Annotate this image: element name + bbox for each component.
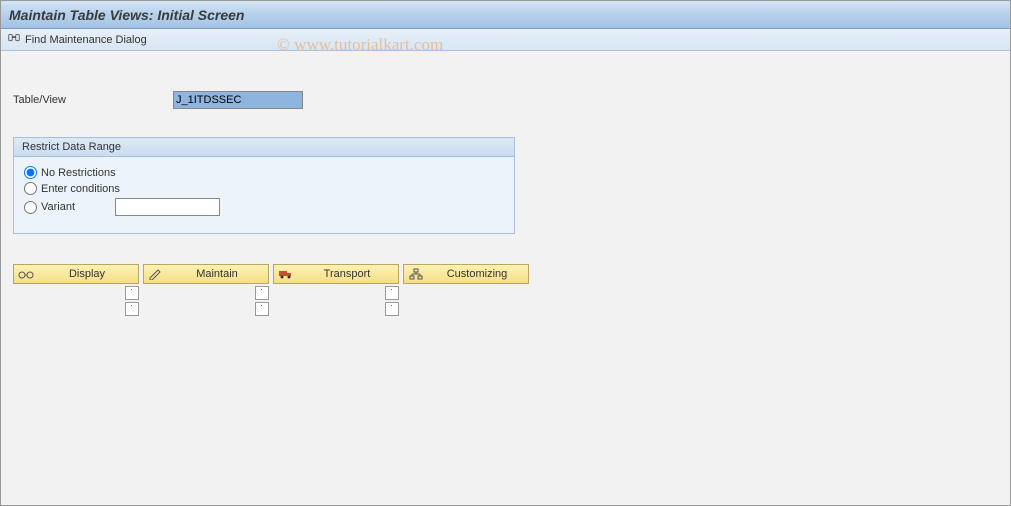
radio-row-variant: Variant	[24, 198, 504, 216]
restrict-group-body: No Restrictions Enter conditions Variant	[14, 157, 514, 233]
maintain-button-label: Maintain	[170, 268, 264, 280]
maintain-button[interactable]: Maintain	[143, 264, 269, 284]
dropdown-boxes-row: ˙ ˙ ˙ ˙ ˙ ˙	[13, 286, 998, 316]
table-view-row: Table/View	[13, 91, 998, 109]
transport-dropdown-2[interactable]: ˙	[385, 302, 399, 316]
find-maintenance-dialog-label: Find Maintenance Dialog	[25, 34, 147, 46]
title-bar: Maintain Table Views: Initial Screen	[1, 1, 1010, 29]
transport-button[interactable]: Transport	[273, 264, 399, 284]
no-restrictions-radio[interactable]	[24, 166, 37, 179]
pencil-icon	[148, 268, 164, 280]
variant-input[interactable]	[115, 198, 220, 216]
transport-button-label: Transport	[300, 268, 394, 280]
radio-row-enter-conditions: Enter conditions	[24, 182, 504, 195]
display-dropdown-2[interactable]: ˙	[125, 302, 139, 316]
variant-label: Variant	[41, 201, 75, 213]
restrict-group-title: Restrict Data Range	[14, 138, 514, 157]
transport-dropdown-col: ˙ ˙	[273, 286, 403, 316]
no-restrictions-label: No Restrictions	[41, 167, 116, 179]
display-button[interactable]: Display	[13, 264, 139, 284]
page-title: Maintain Table Views: Initial Screen	[9, 7, 244, 23]
radio-row-no-restrictions: No Restrictions	[24, 166, 504, 179]
hierarchy-icon	[408, 268, 424, 280]
content-area: Table/View Restrict Data Range No Restri…	[1, 51, 1010, 328]
maintain-dropdown-1[interactable]: ˙	[255, 286, 269, 300]
maintain-dropdown-2[interactable]: ˙	[255, 302, 269, 316]
table-view-input[interactable]	[173, 91, 303, 109]
display-dropdown-1[interactable]: ˙	[125, 286, 139, 300]
table-view-label: Table/View	[13, 94, 173, 106]
binoculars-icon	[7, 31, 21, 48]
customizing-button[interactable]: Customizing	[403, 264, 529, 284]
variant-radio[interactable]	[24, 201, 37, 214]
find-maintenance-dialog-button[interactable]: Find Maintenance Dialog	[7, 31, 147, 48]
restrict-data-range-group: Restrict Data Range No Restrictions Ente…	[13, 137, 515, 234]
toolbar: Find Maintenance Dialog	[1, 29, 1010, 51]
truck-icon	[278, 268, 294, 280]
display-button-label: Display	[40, 268, 134, 280]
maintain-dropdown-col: ˙ ˙	[143, 286, 273, 316]
customizing-button-label: Customizing	[430, 268, 524, 280]
transport-dropdown-1[interactable]: ˙	[385, 286, 399, 300]
enter-conditions-label: Enter conditions	[41, 183, 120, 195]
enter-conditions-radio[interactable]	[24, 182, 37, 195]
glasses-icon	[18, 268, 34, 280]
display-dropdown-col: ˙ ˙	[13, 286, 143, 316]
action-button-row: Display Maintain Transport Customizing	[13, 264, 998, 284]
